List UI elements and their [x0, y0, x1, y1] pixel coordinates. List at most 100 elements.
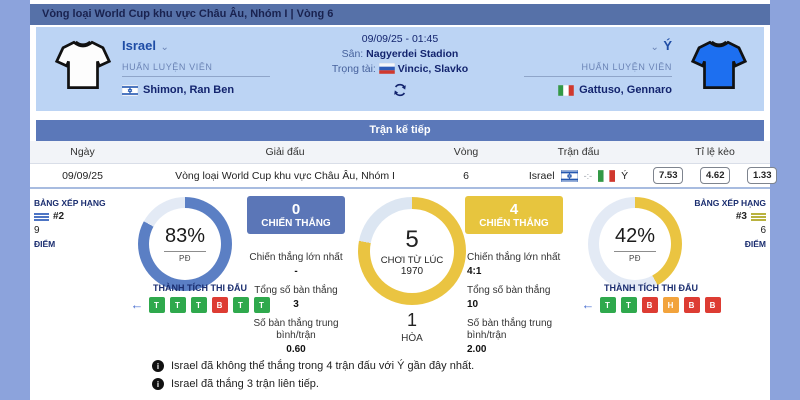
away-jersey-icon: [690, 33, 748, 102]
next-match-bar: Trận kế tiếp: [36, 120, 764, 141]
home-form-row: ← T T T B T T: [100, 297, 300, 313]
stat-value: 3: [293, 299, 299, 310]
away-wins-label: CHIẾN THẮNG: [479, 217, 549, 229]
form-box: H: [662, 297, 679, 313]
divider: [614, 251, 656, 252]
col-round: Vòng: [453, 146, 479, 158]
stat-value: 10: [467, 299, 479, 310]
away-coach-name: Gattuso, Gennaro: [579, 84, 672, 96]
away-team-name: Ý: [663, 38, 672, 53]
row-away-name: Ý: [621, 169, 629, 182]
note-item: i Israel đã thắng 3 trận liên tiếp.: [152, 378, 319, 390]
home-team-block: Israel ⌄ HUẤN LUYỆN VIÊN Shimon, Ran Ben: [122, 37, 270, 96]
match-header-panel: Israel ⌄ HUẤN LUYỆN VIÊN Shimon, Ran Ben: [36, 27, 764, 111]
home-rank-line: #2: [34, 211, 134, 222]
odds-home-button[interactable]: 7.53: [653, 167, 683, 184]
home-form-percent: 83%: [164, 225, 206, 247]
home-coach-row: Shimon, Ran Ben: [122, 84, 270, 96]
away-wins-card: 4 CHIẾN THẮNG: [465, 196, 563, 234]
away-rank-line: #3: [666, 211, 766, 222]
matches-played-label: 5 CHƠI TỪ LÚC 1970: [358, 197, 466, 305]
away-rank-value: #3: [735, 211, 747, 222]
form-box: T: [253, 297, 270, 313]
col-date: Ngày: [70, 146, 95, 158]
odds-cell: 7.53 4.62 1.33: [653, 167, 777, 184]
info-icon: i: [152, 360, 164, 372]
away-form-title: THÀNH TÍCH THI ĐẤU: [604, 283, 698, 293]
away-rank-block: BẢNG XẾP HẠNG #3 6 ĐIỂM: [666, 198, 766, 252]
col-competition: Giải đấu: [265, 146, 305, 158]
away-team-block: ⌄ Ý HUẤN LUYỆN VIÊN Gattuso, Gennaro: [524, 37, 672, 96]
italy-flag-icon: [558, 84, 575, 96]
since-label: CHƠI TỪ LÚC: [380, 254, 444, 266]
form-box: T: [148, 297, 165, 313]
stat-label: Chiến thắng lớn nhất: [249, 252, 343, 263]
note-item: i Israel đã không thể thắng trong 4 trận…: [152, 360, 474, 372]
away-form-unit: PĐ: [628, 254, 642, 263]
col-match: Trận đấu: [557, 146, 600, 158]
chevron-down-icon: ⌄: [650, 42, 659, 53]
home-wins-value: 0: [291, 200, 301, 218]
referee-label: Trọng tài:: [331, 63, 376, 75]
home-form-section: THÀNH TÍCH THI ĐẤU ← T T T B T T: [100, 283, 300, 313]
form-box: B: [683, 297, 700, 313]
home-wins-label: CHIẾN THẮNG: [261, 217, 331, 229]
matches-played-donut: 5 CHƠI TỪ LÚC 1970: [358, 197, 466, 305]
home-form-donut: 83% PĐ: [138, 197, 232, 291]
refresh-button[interactable]: [36, 81, 764, 102]
home-rank-block: BẢNG XẾP HẠNG #2 9 ĐIỂM: [34, 198, 134, 252]
competition-cell: Vòng loại World Cup khu vực Châu Âu, Nhó…: [175, 169, 395, 182]
home-wins-card: 0 CHIẾN THẮNG: [247, 196, 345, 234]
israel-flag-icon: [122, 84, 138, 96]
next-match-row[interactable]: 09/09/25 Vòng loại World Cup khu vực Châ…: [30, 164, 777, 189]
row-home-name: Israel: [528, 169, 555, 182]
match-datetime: 09/09/25 - 01:45: [361, 33, 439, 45]
stat-value: 0.60: [286, 344, 306, 355]
home-team-selector[interactable]: Israel ⌄: [122, 37, 270, 55]
stat-label: Số bàn thắng trung bình/trận: [467, 318, 553, 341]
stat-label: Tổng số bàn thắng: [467, 285, 551, 296]
israel-flag-icon: [560, 169, 578, 182]
home-form-unit: PĐ: [178, 254, 192, 263]
form-box: T: [190, 297, 207, 313]
away-team-selector[interactable]: ⌄ Ý: [524, 37, 672, 55]
info-icon: i: [152, 378, 164, 390]
matches-played-value: 5: [405, 225, 419, 253]
stat-label: Tổng số bàn thắng: [254, 285, 338, 296]
form-box: B: [641, 297, 658, 313]
draws-block: 1 HÒA: [358, 310, 466, 344]
away-wins-value: 4: [509, 200, 519, 218]
refresh-icon: [394, 83, 406, 97]
form-box: T: [620, 297, 637, 313]
away-form-percent: 42%: [614, 225, 656, 247]
stat-label: Chiến thắng lớn nhất: [467, 252, 561, 263]
venue-label: Sân:: [341, 48, 364, 60]
draws-value: 1: [406, 310, 417, 330]
draws-label: HÒA: [401, 333, 423, 344]
slovenia-flag-icon: [378, 63, 395, 74]
away-form-donut: 42% PĐ: [588, 197, 682, 291]
form-box: T: [169, 297, 186, 313]
stat-value: 2.00: [467, 344, 487, 355]
form-box: B: [704, 297, 721, 313]
odds-draw-button[interactable]: 4.62: [700, 167, 730, 184]
arrow-left-icon: ←: [581, 297, 595, 312]
divider: [164, 251, 206, 252]
chevron-down-icon: ⌄: [160, 42, 169, 53]
away-coach-row: Gattuso, Gennaro: [524, 84, 672, 96]
form-box: B: [211, 297, 228, 313]
since-year: 1970: [400, 265, 424, 277]
next-match-table-header: Ngày Giải đấu Vòng Trận đấu Tỉ lệ kèo: [30, 141, 770, 164]
col-odds: Tỉ lệ kèo: [695, 146, 735, 158]
note-text: Israel đã không thể thắng trong 4 trận đ…: [171, 360, 475, 372]
odds-away-button[interactable]: 1.33: [747, 167, 777, 184]
venue-name: Nagyerdei Stadion: [366, 48, 459, 60]
away-form-section: THÀNH TÍCH THI ĐẤU ← T T B H B B: [551, 283, 751, 313]
home-rank-title: BẢNG XẾP HẠNG: [34, 198, 106, 208]
home-stats-list: Chiến thắng lớn nhất - Tổng số bàn thắng…: [240, 244, 352, 355]
home-form-donut-label: 83% PĐ: [138, 197, 232, 291]
referee-line: Trọng tài: Vincic, Slavko: [36, 63, 764, 75]
away-form-donut-label: 42% PĐ: [588, 197, 682, 291]
home-team-name: Israel: [122, 38, 156, 53]
